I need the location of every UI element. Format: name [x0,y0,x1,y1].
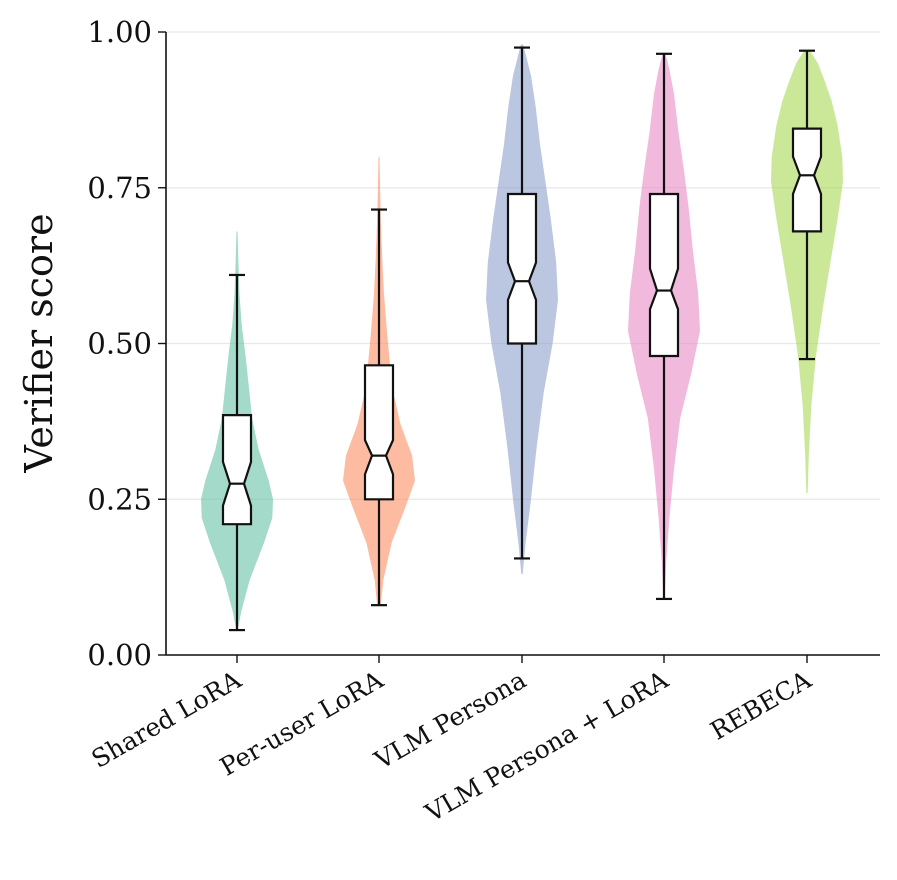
box-4 [791,127,823,233]
box-0 [221,414,253,526]
y-axis-title: Verifier score [17,213,61,473]
box-1 [363,364,395,501]
box-3 [648,192,680,358]
y-ticks: 0.00 0.25 0.50 0.75 1.00 [87,15,166,672]
y-tick-label-2: 0.50 [87,327,152,361]
box-2 [506,192,538,345]
x-tick-label-4: REBECA [705,665,816,746]
y-tick-label-3: 0.75 [87,171,152,205]
x-tick-label-3: VLM Persona + LoRA [420,665,674,829]
whiskers [229,46,815,632]
y-tick-label-1: 0.25 [87,482,152,516]
y-tick-label-0: 0.00 [87,638,152,672]
boxes [221,127,823,526]
y-tick-label-4: 1.00 [87,15,152,49]
